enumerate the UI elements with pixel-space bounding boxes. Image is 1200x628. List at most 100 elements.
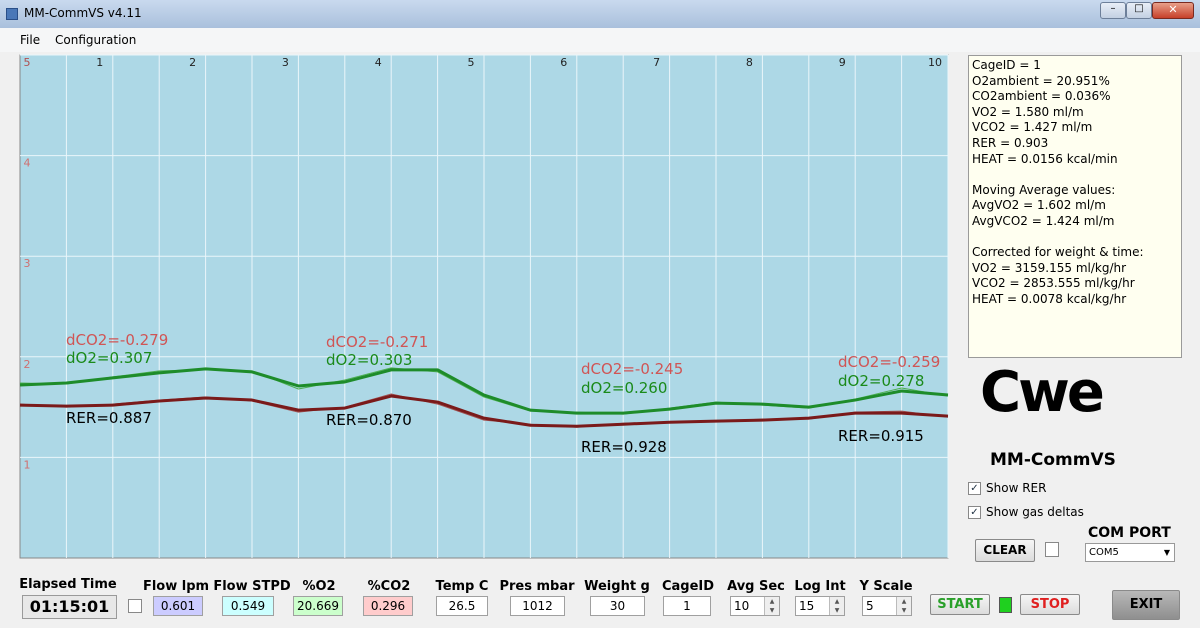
checkbox-label: Show gas deltas [986, 505, 1084, 519]
info-line: O2ambient = 20.951% [972, 73, 1110, 88]
field-label: Avg Sec [727, 579, 785, 594]
menu-bar: File Configuration [0, 28, 1200, 52]
window-title: MM-CommVS v4.11 [24, 6, 142, 20]
annotation-do2: dO2=0.303 [326, 351, 412, 369]
x-tick-label: 10 [928, 56, 942, 69]
info-line: Moving Average values: [972, 182, 1116, 197]
spin-box[interactable]: 15 ▲ ▼ [795, 596, 845, 616]
field-label: Flow lpm [142, 579, 210, 594]
y-tick-label: 2 [24, 358, 31, 371]
com-port-select[interactable]: COM5 ▼ [1085, 543, 1175, 562]
checkbox-label: Show RER [986, 481, 1047, 495]
annotation-do2: dO2=0.260 [581, 379, 667, 397]
info-line: VO2 = 1.580 ml/m [972, 104, 1084, 119]
status-indicator [999, 597, 1012, 613]
y-tick-label: 4 [24, 157, 31, 170]
info-line: HEAT = 0.0078 kcal/kg/hr [972, 292, 1127, 306]
menu-item[interactable]: File [20, 33, 41, 47]
spin-box[interactable]: 5 ▲ ▼ [862, 596, 912, 616]
field-label: CageID [661, 579, 715, 594]
info-line: HEAT = 0.0156 kcal/min [972, 151, 1118, 166]
field-label: Y Scale [859, 579, 913, 594]
info-line: AvgVO2 = 1.602 ml/m [972, 198, 1106, 213]
field-label: %CO2 [367, 579, 411, 594]
x-tick-label: 2 [189, 56, 196, 69]
info-line: VCO2 = 2853.555 ml/kg/hr [972, 276, 1135, 291]
info-line: Corrected for weight & time: [972, 245, 1144, 260]
field-value: 20.669 [293, 596, 343, 616]
y-tick-label: 3 [24, 257, 31, 270]
annotation-rer: RER=0.870 [326, 411, 412, 429]
x-tick-label: 6 [560, 56, 567, 69]
spin-up[interactable]: ▲ [829, 597, 844, 606]
checkbox[interactable]: ✓ [968, 506, 981, 519]
info-panel: CageID = 1 O2ambient = 20.951% CO2ambient … [968, 55, 1182, 358]
minimize-button[interactable]: – [1100, 2, 1126, 19]
app-icon [6, 8, 18, 20]
logo-mark: Cwe [980, 360, 1105, 425]
annotation-rer: RER=0.887 [66, 409, 152, 427]
spin-down[interactable]: ▼ [896, 606, 911, 615]
annotation-rer: RER=0.915 [838, 427, 924, 445]
y-tick-label: 1 [24, 458, 31, 471]
info-line: RER = 0.903 [972, 136, 1049, 150]
info-line: AvgVCO2 = 1.424 ml/m [972, 214, 1115, 228]
y-tick-label: 5 [24, 56, 31, 69]
field-value: 0.601 [153, 596, 203, 616]
x-tick-label: 9 [839, 56, 846, 69]
annotation-dco2: dCO2=-0.271 [326, 333, 428, 351]
annotation-dco2: dCO2=-0.259 [838, 353, 940, 371]
field-label: Temp C [435, 579, 489, 594]
annotation-dco2: dCO2=-0.279 [66, 331, 168, 349]
com-port-label: COM PORT [1088, 525, 1171, 541]
x-tick-label: 1 [96, 56, 103, 69]
field-value: 01:15:01 [22, 595, 117, 619]
spin-up[interactable]: ▲ [764, 597, 779, 606]
spin-down[interactable]: ▼ [829, 606, 844, 615]
data-line [19, 394, 949, 428]
x-tick-label: 8 [746, 56, 753, 69]
info-line: VO2 = 3159.155 ml/kg/hr [972, 260, 1127, 275]
stop-button[interactable]: STOP [1020, 594, 1080, 615]
field-value: 1012 [510, 596, 565, 616]
spin-down[interactable]: ▼ [764, 606, 779, 615]
x-tick-label: 3 [282, 56, 289, 69]
logo-name: MM-CommVS [990, 450, 1116, 470]
com-port-value: COM5 [1089, 547, 1119, 558]
menu-item[interactable]: Configuration [55, 33, 137, 47]
checkbox[interactable] [128, 599, 142, 613]
field-label: Pres mbar [499, 579, 575, 594]
annotation-rer: RER=0.928 [581, 438, 667, 456]
field-label: Log Int [794, 579, 846, 594]
start-button[interactable]: START [930, 594, 990, 615]
annotation-dco2: dCO2=-0.245 [581, 360, 683, 378]
clear-button[interactable]: CLEAR [975, 539, 1035, 562]
close-button[interactable]: ✕ [1152, 2, 1194, 19]
field-label: %O2 [302, 579, 336, 594]
field-value: 26.5 [436, 596, 488, 616]
field-label: Elapsed Time [19, 577, 117, 592]
info-line: CO2ambient = 0.036% [972, 89, 1111, 104]
spin-value: 5 [866, 599, 874, 613]
spin-box[interactable]: 10 ▲ ▼ [730, 596, 780, 616]
annotation-do2: dO2=0.307 [66, 349, 152, 367]
x-tick-label: 4 [375, 56, 382, 69]
maximize-button[interactable]: □ [1126, 2, 1152, 19]
spin-value: 15 [799, 599, 815, 613]
spin-up[interactable]: ▲ [896, 597, 911, 606]
field-value: 0.296 [363, 596, 413, 616]
info-line: VCO2 = 1.427 ml/m [972, 120, 1093, 135]
field-label: Flow STPD [213, 579, 291, 594]
title-bar: MM-CommVS v4.11 – □ ✕ [0, 0, 1200, 28]
checkbox[interactable] [1045, 542, 1059, 557]
annotation-do2: dO2=0.278 [838, 372, 924, 390]
field-value: 30 [590, 596, 645, 616]
exit-button[interactable]: EXIT [1112, 590, 1180, 620]
field-value: 1 [663, 596, 711, 616]
x-tick-label: 5 [468, 56, 475, 69]
checkbox[interactable]: ✓ [968, 482, 981, 495]
field-label: Weight g [584, 579, 650, 594]
x-tick-label: 7 [653, 56, 660, 69]
